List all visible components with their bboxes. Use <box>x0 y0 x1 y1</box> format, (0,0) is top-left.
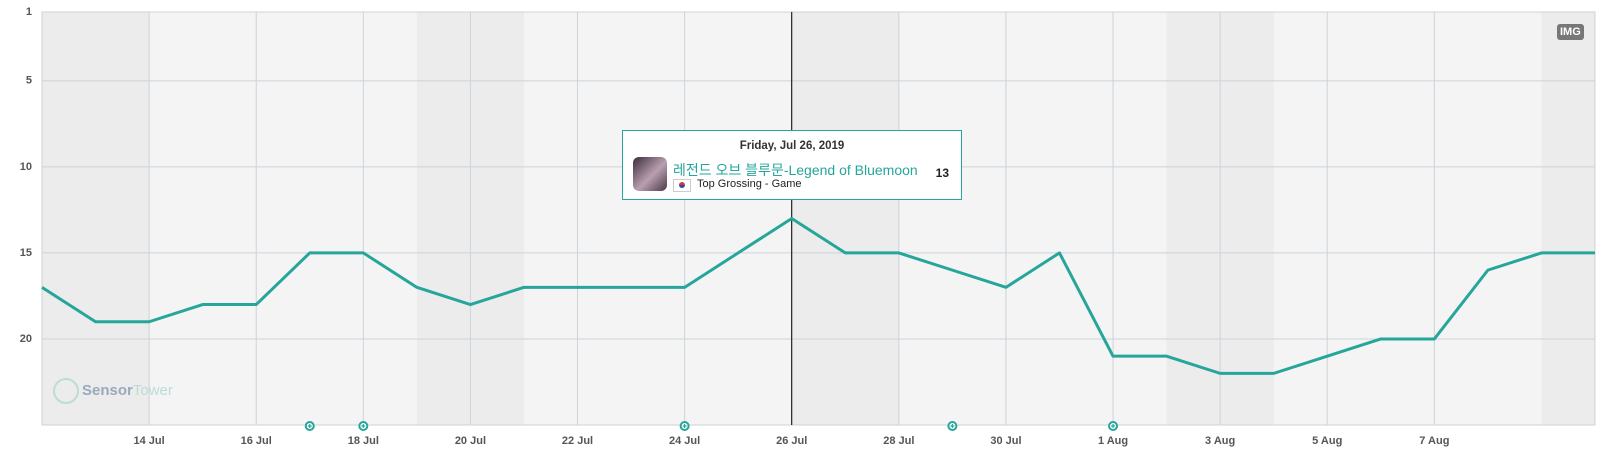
event-marker-plus <box>361 424 366 428</box>
tooltip-date: Friday, Jul 26, 2019 <box>739 140 845 152</box>
x-tick-label: 1 Aug <box>1098 435 1128 447</box>
y-tick-label: 20 <box>20 333 32 345</box>
x-tick-label: 3 Aug <box>1205 435 1235 447</box>
y-tick-label: 5 <box>26 75 32 87</box>
tooltip-subtitle: Top Grossing - Game <box>697 178 802 190</box>
watermark-logo <box>53 378 79 404</box>
event-marker-plus <box>950 424 955 428</box>
weekend-band <box>791 12 899 425</box>
x-tick-label: 24 Jul <box>669 435 700 447</box>
x-tick-label: 28 Jul <box>883 435 914 447</box>
series-line <box>41 217 1595 375</box>
x-tick-label: 26 Jul <box>776 435 807 447</box>
event-marker-plus <box>1111 424 1116 428</box>
x-tick-label: 5 Aug <box>1312 435 1342 447</box>
watermark-text: Tower <box>132 381 173 399</box>
watermark: SensorTower <box>53 378 173 404</box>
watermark-text: Sensor <box>82 381 133 399</box>
y-tick-label: 1 <box>26 6 32 18</box>
app-icon <box>633 157 667 191</box>
badge[interactable]: IMG <box>1557 24 1584 40</box>
event-marker-plus <box>307 424 312 428</box>
x-tick-label: 7 Aug <box>1419 435 1449 447</box>
country-flag <box>673 179 691 192</box>
event-marker-plus <box>682 424 687 428</box>
y-tick-label: 10 <box>20 161 32 173</box>
x-tick-label: 22 Jul <box>562 435 593 447</box>
tooltip: Friday, Jul 26, 2019 레전드 오브 블루문-Legend o… <box>622 130 962 200</box>
weekend-band <box>1541 12 1595 425</box>
x-tick-label: 14 Jul <box>134 435 165 447</box>
plot-border <box>41 11 1596 426</box>
y-tick-label: 15 <box>20 247 32 259</box>
weekend-band <box>42 12 150 425</box>
tooltip-app-name: 레전드 오브 블루문-Legend of Bluemoon <box>673 162 918 178</box>
x-tick-label: 30 Jul <box>990 435 1021 447</box>
x-tick-label: 20 Jul <box>455 435 486 447</box>
x-tick-label: 16 Jul <box>241 435 272 447</box>
tooltip-value: 13 <box>935 166 949 180</box>
x-tick-label: 18 Jul <box>348 435 379 447</box>
